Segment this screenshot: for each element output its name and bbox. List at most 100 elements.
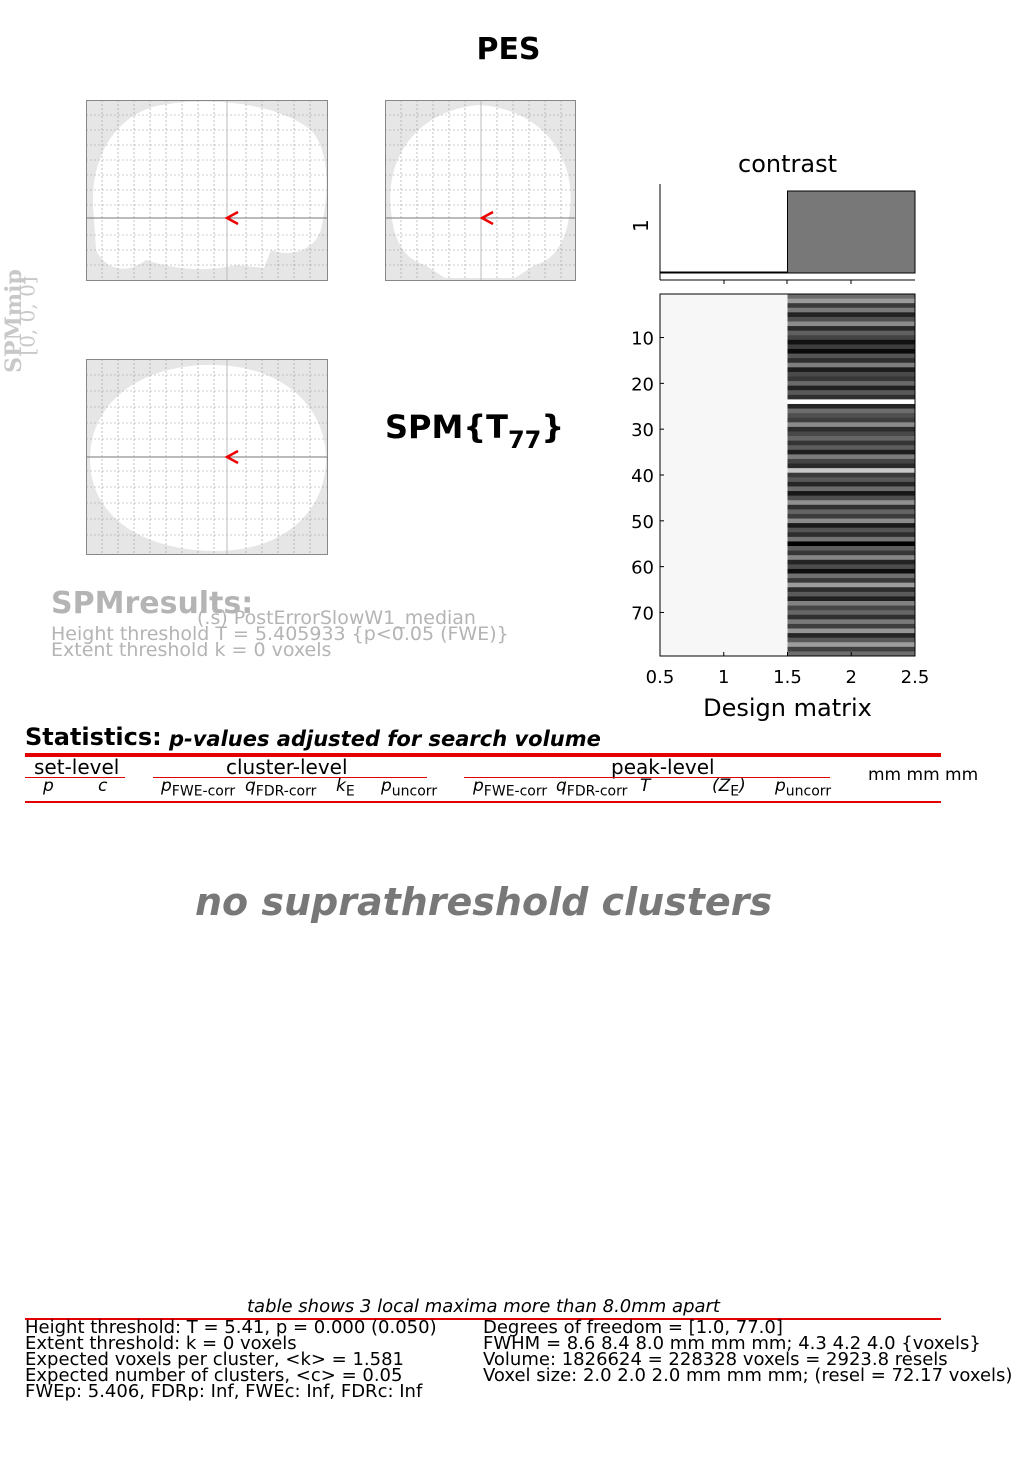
design-cell: [787, 371, 915, 377]
design-cell: [787, 619, 915, 625]
footer-right-4: Voxel size: 2.0 2.0 2.0 mm mm mm; (resel…: [483, 1365, 1013, 1386]
design-cell: [787, 463, 915, 469]
design-cell: [787, 312, 915, 318]
design-cell: [787, 472, 915, 478]
design-cell: [787, 550, 915, 556]
design-cell: [787, 294, 915, 299]
footer-right-2: FWHM = 8.6 8.4 8.0 mm mm mm; 4.3 4.2 4.0…: [483, 1333, 981, 1354]
design-cell: [787, 367, 915, 373]
design-ytick-label: 30: [631, 420, 654, 441]
results-extent-line: Extent threshold k = 0 voxels: [51, 639, 332, 661]
design-cell: [787, 408, 915, 414]
design-cell: [787, 358, 915, 364]
design-cell: [787, 454, 915, 460]
statistics-title: Statistics:: [25, 723, 162, 751]
design-cell: [787, 646, 915, 652]
design-cell: [787, 518, 915, 524]
design-ytick-label: 20: [631, 374, 654, 395]
design-ytick-label: 50: [631, 512, 654, 533]
design-cell: [787, 468, 915, 474]
set-level-rule: [25, 777, 125, 778]
design-matrix[interactable]: 10 20 30 40 50 60 70 0.5 1 1.5 2 2.5: [620, 290, 940, 690]
cursor-arrow-icon: [224, 210, 239, 226]
design-cell: [787, 513, 915, 519]
contrast-plot: 1: [629, 184, 916, 284]
col-cluster-qfdr: qFDR-corr: [245, 776, 317, 800]
design-cell: [787, 330, 915, 336]
footer-left-5: FWEp: 5.406, FDRp: Inf, FWEc: Inf, FDRc:…: [25, 1381, 423, 1402]
design-cell: [787, 582, 915, 588]
design-cell: [787, 495, 915, 501]
col-set-p: p: [43, 776, 54, 796]
design-cell: [787, 536, 915, 542]
design-cell: [787, 532, 915, 538]
footer-left-4: Expected number of clusters, <c> = 0.05: [25, 1365, 403, 1386]
design-cell: [787, 564, 915, 570]
design-cell: [787, 422, 915, 428]
footer-left-2: Extent threshold: k = 0 voxels: [25, 1333, 297, 1354]
contrast-bar: [787, 190, 916, 274]
design-ytick-label: 10: [631, 329, 654, 350]
design-cell: [787, 307, 915, 313]
design-cell: [787, 628, 915, 634]
statistics-subtitle: p-values adjusted for search volume: [169, 727, 601, 751]
contrast-title: contrast: [738, 150, 837, 178]
col-peak-ze: (ZE): [712, 776, 746, 800]
design-cell: [787, 431, 915, 437]
stat-df: 77: [507, 426, 542, 454]
design-cell: [787, 481, 915, 487]
design-cell: [787, 491, 915, 497]
design-cell: [787, 601, 915, 606]
design-matrix-xlabel: Design matrix: [703, 694, 872, 722]
footer-right-3: Volume: 1826624 = 228328 voxels = 2923.8…: [483, 1349, 948, 1370]
no-clusters-message: no suprathreshold clusters: [194, 880, 773, 924]
design-cell: [787, 335, 915, 341]
design-cell: [787, 449, 915, 455]
glass-brain-axial[interactable]: [86, 359, 328, 555]
design-cell: [787, 523, 915, 529]
footer-left-3: Expected voxels per cluster, <k> = 1.581: [25, 1349, 405, 1370]
glass-brain-sagittal[interactable]: [86, 100, 328, 281]
col-set-c: c: [98, 776, 108, 796]
design-xtick-label: 1.5: [773, 667, 802, 688]
design-cell: [787, 303, 915, 309]
design-xtick-label: 1: [718, 667, 729, 688]
statistic-label: SPM{T77}: [385, 408, 564, 454]
design-ytick-label: 70: [631, 603, 654, 624]
col-cluster-puncorr: puncorr: [381, 776, 438, 800]
cursor-arrow-icon: [224, 449, 239, 465]
design-cell: [787, 344, 915, 350]
stat-base: SPM{T: [385, 408, 508, 446]
footer-caption: table shows 3 local maxima more than 8.0…: [246, 1296, 720, 1317]
design-cell: [787, 591, 915, 597]
design-cell: [787, 504, 915, 510]
design-cell: [787, 623, 915, 629]
design-cell: [787, 426, 915, 432]
col-cluster-pfwe: pFWE-corr: [161, 776, 236, 800]
design-cell: [787, 477, 915, 483]
design-xtick-label: 2: [846, 667, 857, 688]
design-cell: [787, 417, 915, 423]
col-peak-pfwe: pFWE-corr: [473, 776, 548, 800]
design-cell: [787, 500, 915, 506]
col-cluster-ke: kE: [336, 776, 355, 800]
design-ytick-label: 40: [631, 466, 654, 487]
design-cell: [787, 298, 915, 304]
design-cell: [787, 555, 915, 561]
design-cell: [787, 440, 915, 446]
design-cell: [787, 610, 915, 616]
design-cell: [787, 527, 915, 533]
results-height-line: Height threshold T = 5.405933 {p<0.05 (F…: [51, 623, 509, 645]
design-cell: [787, 339, 915, 345]
contrast-bar: [659, 271, 788, 274]
contrast-ytick: 1: [629, 219, 653, 232]
design-cell: [787, 390, 915, 396]
design-cell: [787, 321, 915, 327]
design-cell: [787, 546, 915, 552]
design-cell: [787, 559, 915, 565]
glass-brain-coronal[interactable]: [385, 100, 576, 281]
header-peak-level: peak-level: [611, 755, 715, 779]
col-peak-puncorr: puncorr: [775, 776, 832, 800]
header-cluster-level: cluster-level: [226, 755, 348, 779]
stat-close: }: [541, 408, 565, 446]
